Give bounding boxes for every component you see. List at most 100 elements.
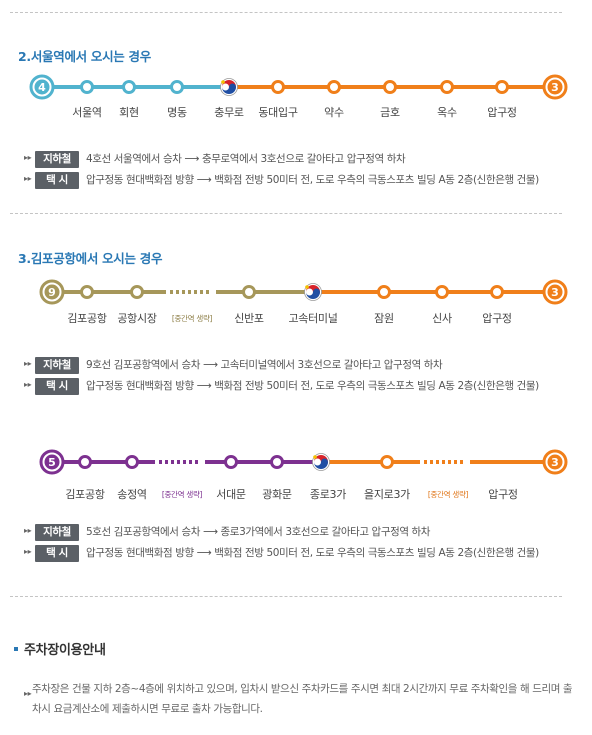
skipped-stations-dash bbox=[200, 290, 203, 294]
section-title-gimpo-airport: 3.김포공항에서 오시는 경우 bbox=[18, 251, 163, 266]
skipped-stations-dash bbox=[448, 460, 451, 464]
station-label: 김포공항 bbox=[67, 312, 107, 325]
line-3-badge-number: 3 bbox=[551, 286, 559, 299]
double-triangle-bullet-icon: ▸▸ bbox=[24, 153, 32, 162]
line-5-badge-number: 5 bbox=[48, 456, 56, 469]
taxi-directions-text: 압구정동 현대백화점 방향 ⟶ 백화점 전방 50미터 전, 도로 우측의 극동… bbox=[86, 174, 539, 186]
station-dot bbox=[170, 80, 184, 94]
station-dot bbox=[270, 455, 284, 469]
double-triangle-bullet-icon: ▸▸ bbox=[24, 380, 32, 389]
station-dot bbox=[80, 80, 94, 94]
skipped-stations-note: [중간역 생략] bbox=[427, 490, 469, 499]
skipped-stations-dash bbox=[424, 460, 427, 464]
line-3-badge-number: 3 bbox=[551, 456, 559, 469]
station-label: 김포공항 bbox=[65, 488, 105, 501]
skipped-stations-dash bbox=[436, 460, 439, 464]
skipped-stations-dash bbox=[460, 460, 463, 464]
station-label: 압구정 bbox=[487, 106, 517, 119]
skipped-stations-dash bbox=[159, 460, 162, 464]
station-label: 금호 bbox=[380, 106, 400, 119]
station-label: 잠원 bbox=[374, 312, 394, 325]
skipped-stations-dash bbox=[176, 290, 179, 294]
station-dot bbox=[224, 455, 238, 469]
double-triangle-bullet-icon: ▸▸ bbox=[24, 526, 32, 535]
station-label: 압구정 bbox=[488, 488, 518, 501]
station-dot bbox=[490, 285, 504, 299]
station-label: 옥수 bbox=[437, 106, 457, 119]
line-9-badge-fill bbox=[44, 284, 60, 300]
parking-section-title: 주차장이용안내 bbox=[14, 639, 106, 658]
station-label: 신반포 bbox=[234, 312, 264, 325]
subway-badge: 지하철 bbox=[35, 151, 79, 168]
skipped-stations-dash bbox=[206, 290, 209, 294]
section-divider bbox=[10, 12, 562, 13]
station-label: 서울역 bbox=[72, 106, 102, 119]
skipped-stations-dash bbox=[194, 290, 197, 294]
skipped-stations-dash bbox=[430, 460, 433, 464]
taegeuk-transfer-icon bbox=[312, 453, 330, 471]
station-dot bbox=[440, 80, 454, 94]
station-label: 충무로 bbox=[214, 106, 244, 119]
skipped-stations-dash bbox=[182, 290, 185, 294]
taxi-badge: 택 시 bbox=[35, 545, 79, 562]
taxi-directions-text: 압구정동 현대백화점 방향 ⟶ 백화점 전방 50미터 전, 도로 우측의 극동… bbox=[86, 547, 539, 559]
station-dot bbox=[80, 285, 94, 299]
subway-directions-text: 9호선 김포공항역에서 승차 ⟶ 고속터미널역에서 3호선으로 갈아타고 압구정… bbox=[86, 359, 443, 371]
skipped-stations-dash bbox=[177, 460, 180, 464]
station-dot bbox=[78, 455, 92, 469]
station-dot bbox=[122, 80, 136, 94]
skipped-stations-dash bbox=[183, 460, 186, 464]
skipped-stations-dash bbox=[188, 290, 191, 294]
station-label: 압구정 bbox=[482, 312, 512, 325]
line-4-badge-number: 4 bbox=[38, 81, 46, 94]
station-dot bbox=[271, 80, 285, 94]
station-dot bbox=[495, 80, 509, 94]
subway-badge: 지하철 bbox=[35, 524, 79, 541]
skipped-stations-dash bbox=[170, 290, 173, 294]
skipped-stations-dash bbox=[189, 460, 192, 464]
station-dot bbox=[377, 285, 391, 299]
subway-directions-text: 5호선 김포공항역에서 승차 ⟶ 종로3가역에서 3호선으로 갈아타고 압구정역… bbox=[86, 526, 431, 538]
station-dot bbox=[327, 80, 341, 94]
line-3-badge-number: 3 bbox=[551, 81, 559, 94]
section-divider bbox=[10, 213, 562, 214]
parking-info: ▸▸ 주차장은 건물 지하 2층~4층에 위치하고 있으며, 입차시 받으신 주… bbox=[24, 679, 574, 719]
station-label: 을지로3가 bbox=[364, 488, 410, 501]
line-3-badge-fill bbox=[547, 79, 563, 95]
taegeuk-transfer-icon bbox=[304, 283, 322, 301]
line-9-badge-number: 9 bbox=[48, 286, 56, 299]
square-bullet-icon bbox=[14, 646, 18, 651]
line-3-badge-fill bbox=[547, 284, 563, 300]
station-label: 약수 bbox=[324, 106, 344, 119]
station-dot bbox=[435, 285, 449, 299]
station-label: 신사 bbox=[432, 312, 452, 325]
skipped-stations-note: [중간역 생략] bbox=[161, 490, 203, 499]
double-triangle-bullet-icon: ▸▸ bbox=[24, 547, 32, 556]
parking-title-text: 주차장이용안내 bbox=[24, 643, 106, 658]
skipped-stations-dash bbox=[171, 460, 174, 464]
line-5-badge-fill bbox=[44, 454, 60, 470]
station-label: 명동 bbox=[167, 106, 187, 119]
station-label: 종로3가 bbox=[309, 488, 347, 501]
skipped-stations-dash bbox=[195, 460, 198, 464]
taxi-directions-text: 압구정동 현대백화점 방향 ⟶ 백화점 전방 50미터 전, 도로 우측의 극동… bbox=[86, 380, 539, 392]
station-label: 회현 bbox=[119, 106, 139, 119]
skipped-stations-dash bbox=[454, 460, 457, 464]
section-title-seoul-station: 2.서울역에서 오시는 경우 bbox=[18, 49, 151, 64]
skipped-stations-note: [중간역 생략] bbox=[171, 314, 213, 323]
section-divider bbox=[10, 596, 562, 597]
station-label: 송정역 bbox=[117, 488, 147, 501]
station-label: 공항시장 bbox=[117, 312, 157, 325]
station-dot bbox=[130, 285, 144, 299]
station-label: 고속터미널 bbox=[288, 312, 338, 325]
station-dot bbox=[125, 455, 139, 469]
station-dot bbox=[242, 285, 256, 299]
subway-badge: 지하철 bbox=[35, 357, 79, 374]
skipped-stations-dash bbox=[442, 460, 445, 464]
taegeuk-transfer-icon bbox=[220, 78, 238, 96]
parking-info-text: 주차장은 건물 지하 2층~4층에 위치하고 있으며, 입차시 받으신 주차카드… bbox=[32, 683, 573, 715]
skipped-stations-dash bbox=[165, 460, 168, 464]
station-label: 동대입구 bbox=[258, 106, 298, 119]
